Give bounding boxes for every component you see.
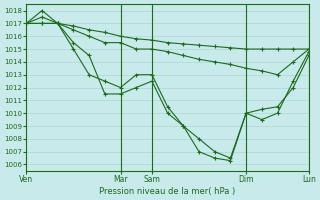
X-axis label: Pression niveau de la mer( hPa ): Pression niveau de la mer( hPa ) (100, 187, 236, 196)
